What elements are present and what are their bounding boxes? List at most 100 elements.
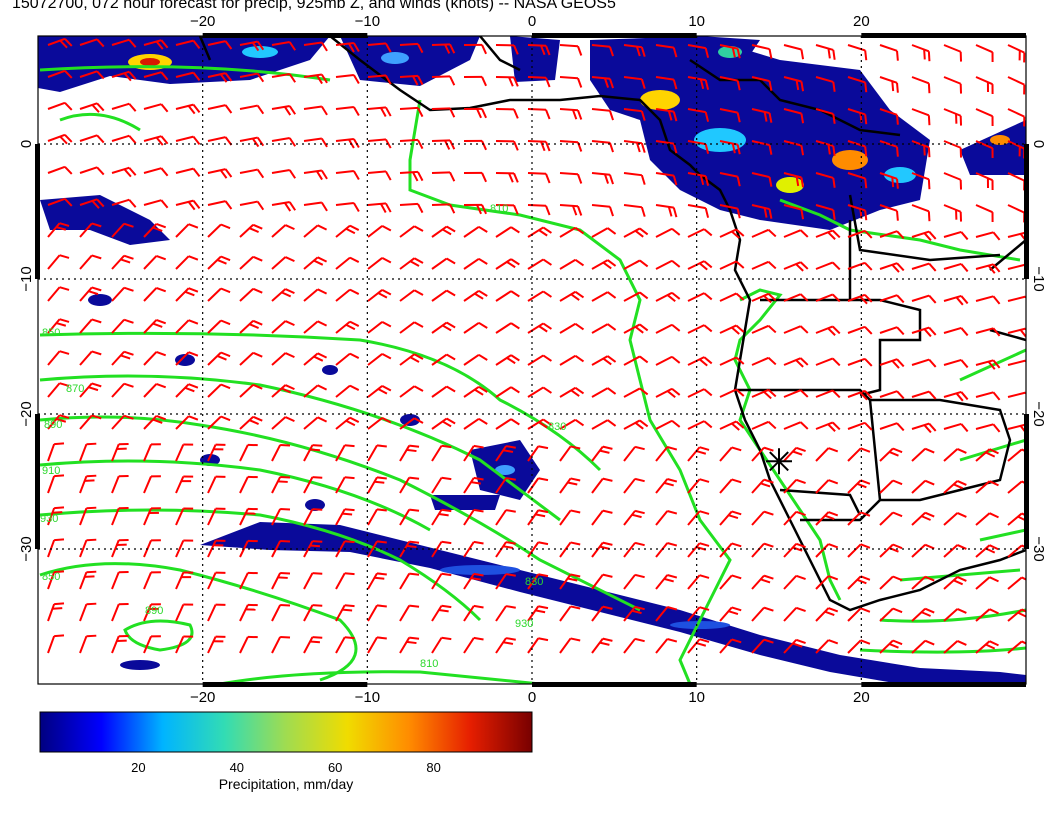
wind-barb — [207, 635, 226, 654]
wind-barb — [815, 293, 841, 303]
wind-barb — [719, 388, 745, 398]
wind-barb — [527, 509, 549, 526]
wind-barb — [143, 351, 167, 366]
wind-barb — [207, 603, 226, 622]
wind-barb — [111, 382, 134, 398]
wind-barb — [655, 172, 678, 186]
lon-tick-label-bottom: 10 — [688, 689, 705, 706]
wind-barb — [911, 390, 937, 400]
wind-barb — [399, 74, 424, 86]
wind-barb — [879, 230, 905, 240]
wind-barb — [495, 509, 516, 526]
wind-barb — [47, 37, 73, 49]
wind-barb — [783, 606, 806, 622]
wind-barb — [335, 540, 355, 558]
contour-label: 850 — [42, 571, 60, 583]
wind-barb — [495, 418, 520, 430]
contour-label: 850 — [42, 327, 60, 339]
wind-barb — [111, 538, 129, 558]
wind-barb — [111, 318, 134, 334]
wind-barb — [623, 445, 645, 462]
wind-barb — [367, 321, 392, 334]
wind-barb — [655, 108, 678, 122]
wind-barb — [495, 204, 519, 215]
wind-barb — [591, 541, 613, 558]
wind-barb — [79, 350, 102, 366]
wind-barb — [143, 103, 169, 113]
wind-barb — [719, 44, 741, 59]
wind-barb — [495, 172, 519, 183]
wind-barb — [815, 172, 836, 188]
lat-tick-label-left: 0 — [18, 140, 35, 148]
wind-barb — [847, 421, 873, 431]
wind-barb — [655, 387, 681, 399]
wind-barb — [783, 478, 806, 494]
wind-barb — [271, 288, 295, 302]
wind-barb — [367, 225, 392, 238]
wind-barbs — [47, 37, 1026, 654]
wind-barb — [79, 286, 102, 302]
wind-barb — [591, 227, 617, 238]
wind-barb — [783, 293, 809, 302]
wind-barb — [879, 511, 903, 526]
wind-barb — [239, 40, 265, 52]
wind-barb — [527, 76, 551, 88]
wind-barb — [719, 356, 745, 366]
wind-barb — [47, 101, 73, 111]
wind-barb — [751, 446, 774, 462]
wind-barb — [335, 476, 355, 494]
wind-barb — [655, 419, 681, 430]
wind-barb — [847, 639, 871, 654]
contour-label: 890 — [44, 419, 62, 431]
frame-bar — [35, 144, 40, 279]
wind-barb — [303, 476, 323, 494]
wind-barb — [751, 292, 777, 304]
wind-barb — [207, 571, 226, 590]
wind-barb — [591, 204, 614, 217]
wind-barb — [143, 167, 169, 177]
wind-barb — [335, 384, 360, 398]
wind-barb — [399, 572, 420, 590]
wind-barb — [751, 388, 777, 400]
wind-barb — [943, 44, 963, 62]
wind-barb — [143, 415, 167, 430]
wind-barb — [559, 573, 581, 590]
wind-barb — [143, 39, 169, 50]
frame-bar — [1024, 414, 1029, 549]
wind-barb — [271, 416, 295, 430]
wind-barb — [719, 228, 745, 239]
wind-barb — [559, 290, 585, 302]
wind-barb — [79, 602, 97, 622]
wind-barb — [367, 257, 392, 270]
height-contours — [39, 65, 1026, 684]
wind-barb — [143, 507, 161, 526]
colorbar-title: Precipitation, mm/day — [218, 776, 354, 792]
wind-barb — [911, 294, 937, 304]
wind-barb — [687, 478, 710, 494]
wind-barb — [911, 358, 937, 368]
wind-barb — [175, 71, 201, 82]
wind-barb — [559, 108, 583, 120]
wind-barb — [143, 443, 161, 462]
wind-barb — [239, 136, 265, 148]
wind-barb — [943, 608, 967, 622]
wind-barb — [847, 575, 871, 590]
wind-barb — [943, 358, 969, 369]
wind-barb — [847, 447, 871, 462]
wind-barb — [655, 227, 681, 238]
wind-barb — [847, 479, 871, 494]
wind-barb — [463, 107, 487, 119]
wind-barb — [783, 261, 809, 272]
wind-barb — [847, 357, 873, 367]
wind-barb — [207, 40, 233, 50]
wind-barb — [687, 574, 710, 590]
wind-barb — [911, 575, 935, 590]
wind-barb — [719, 542, 742, 558]
frame-ticks — [35, 33, 1029, 687]
wind-barb — [847, 543, 871, 558]
wind-barb — [655, 204, 678, 218]
wind-barb — [495, 76, 519, 87]
wind-barb — [399, 476, 420, 494]
wind-barb — [1007, 480, 1026, 494]
wind-barb — [911, 204, 931, 222]
